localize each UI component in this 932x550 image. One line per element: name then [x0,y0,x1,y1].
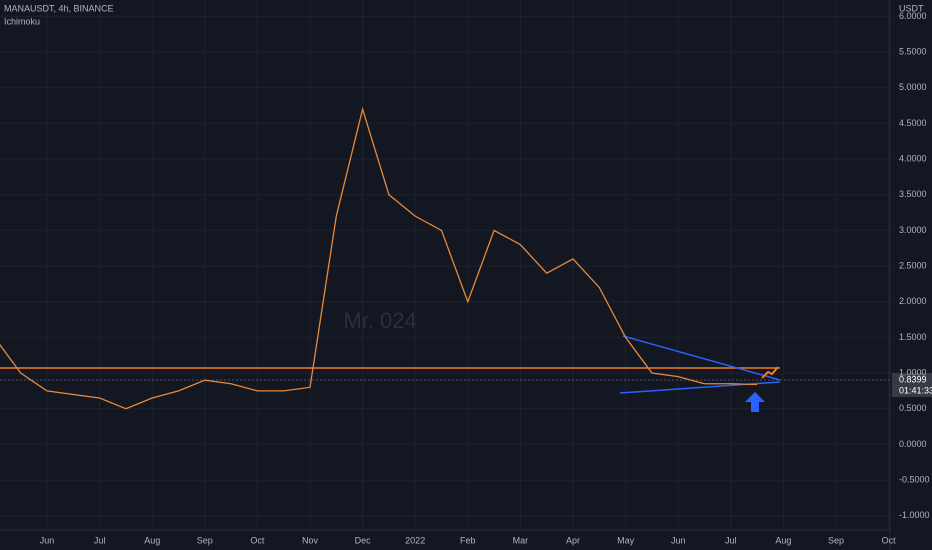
trend-line-upper [622,335,781,381]
x-tick-label: May [617,535,635,545]
y-tick-label: 5.5000 [899,46,927,56]
y-axis-label: USDT [899,3,924,13]
price-line [0,106,758,410]
x-tick-label: Jun [40,535,55,545]
y-tick-label: 6.0000 [899,11,927,21]
x-tick-label: Apr [566,535,580,545]
y-tick-label: 0.0000 [899,439,927,449]
y-tick-label: 0.5000 [899,403,927,413]
chart-title: MANAUSDT, 4h, BINANCE [4,3,114,13]
y-tick-label: -0.5000 [899,474,930,484]
x-tick-label: Jun [671,535,686,545]
y-tick-label: 4.5000 [899,118,927,128]
x-tick-label: Aug [144,535,160,545]
watermark: Mr. 024 [343,308,416,333]
y-tick-label: 2.0000 [899,296,927,306]
indicator-name: Ichimoku [4,16,40,26]
price-tag [892,373,932,397]
x-tick-label: Sep [828,535,844,545]
x-tick-label: Mar [513,535,529,545]
last-price: 0.8399 [899,374,927,384]
x-tick-label: Jul [94,535,106,545]
x-tick-label: 2022 [405,535,425,545]
x-tick-label: Dec [355,535,372,545]
y-tick-label: 5.0000 [899,82,927,92]
y-tick-label: 3.0000 [899,225,927,235]
countdown: 01:41:33 [899,385,932,395]
grid [0,0,890,530]
up-arrow [745,392,765,412]
y-tick-label: 3.5000 [899,189,927,199]
x-tick-label: Oct [250,535,265,545]
x-tick-label: Oct [882,535,897,545]
y-tick-label: 1.5000 [899,332,927,342]
y-tick-label: -1.0000 [899,510,930,520]
x-tick-label: Aug [775,535,791,545]
x-tick-label: Sep [197,535,213,545]
projection-arrow [761,366,779,379]
y-tick-label: 2.5000 [899,260,927,270]
x-tick-label: Feb [460,535,476,545]
y-tick-label: 4.0000 [899,153,927,163]
x-tick-label: Jul [725,535,737,545]
plot [0,106,758,410]
y-tick-label: 1.0000 [899,367,927,377]
x-tick-label: Nov [302,535,319,545]
